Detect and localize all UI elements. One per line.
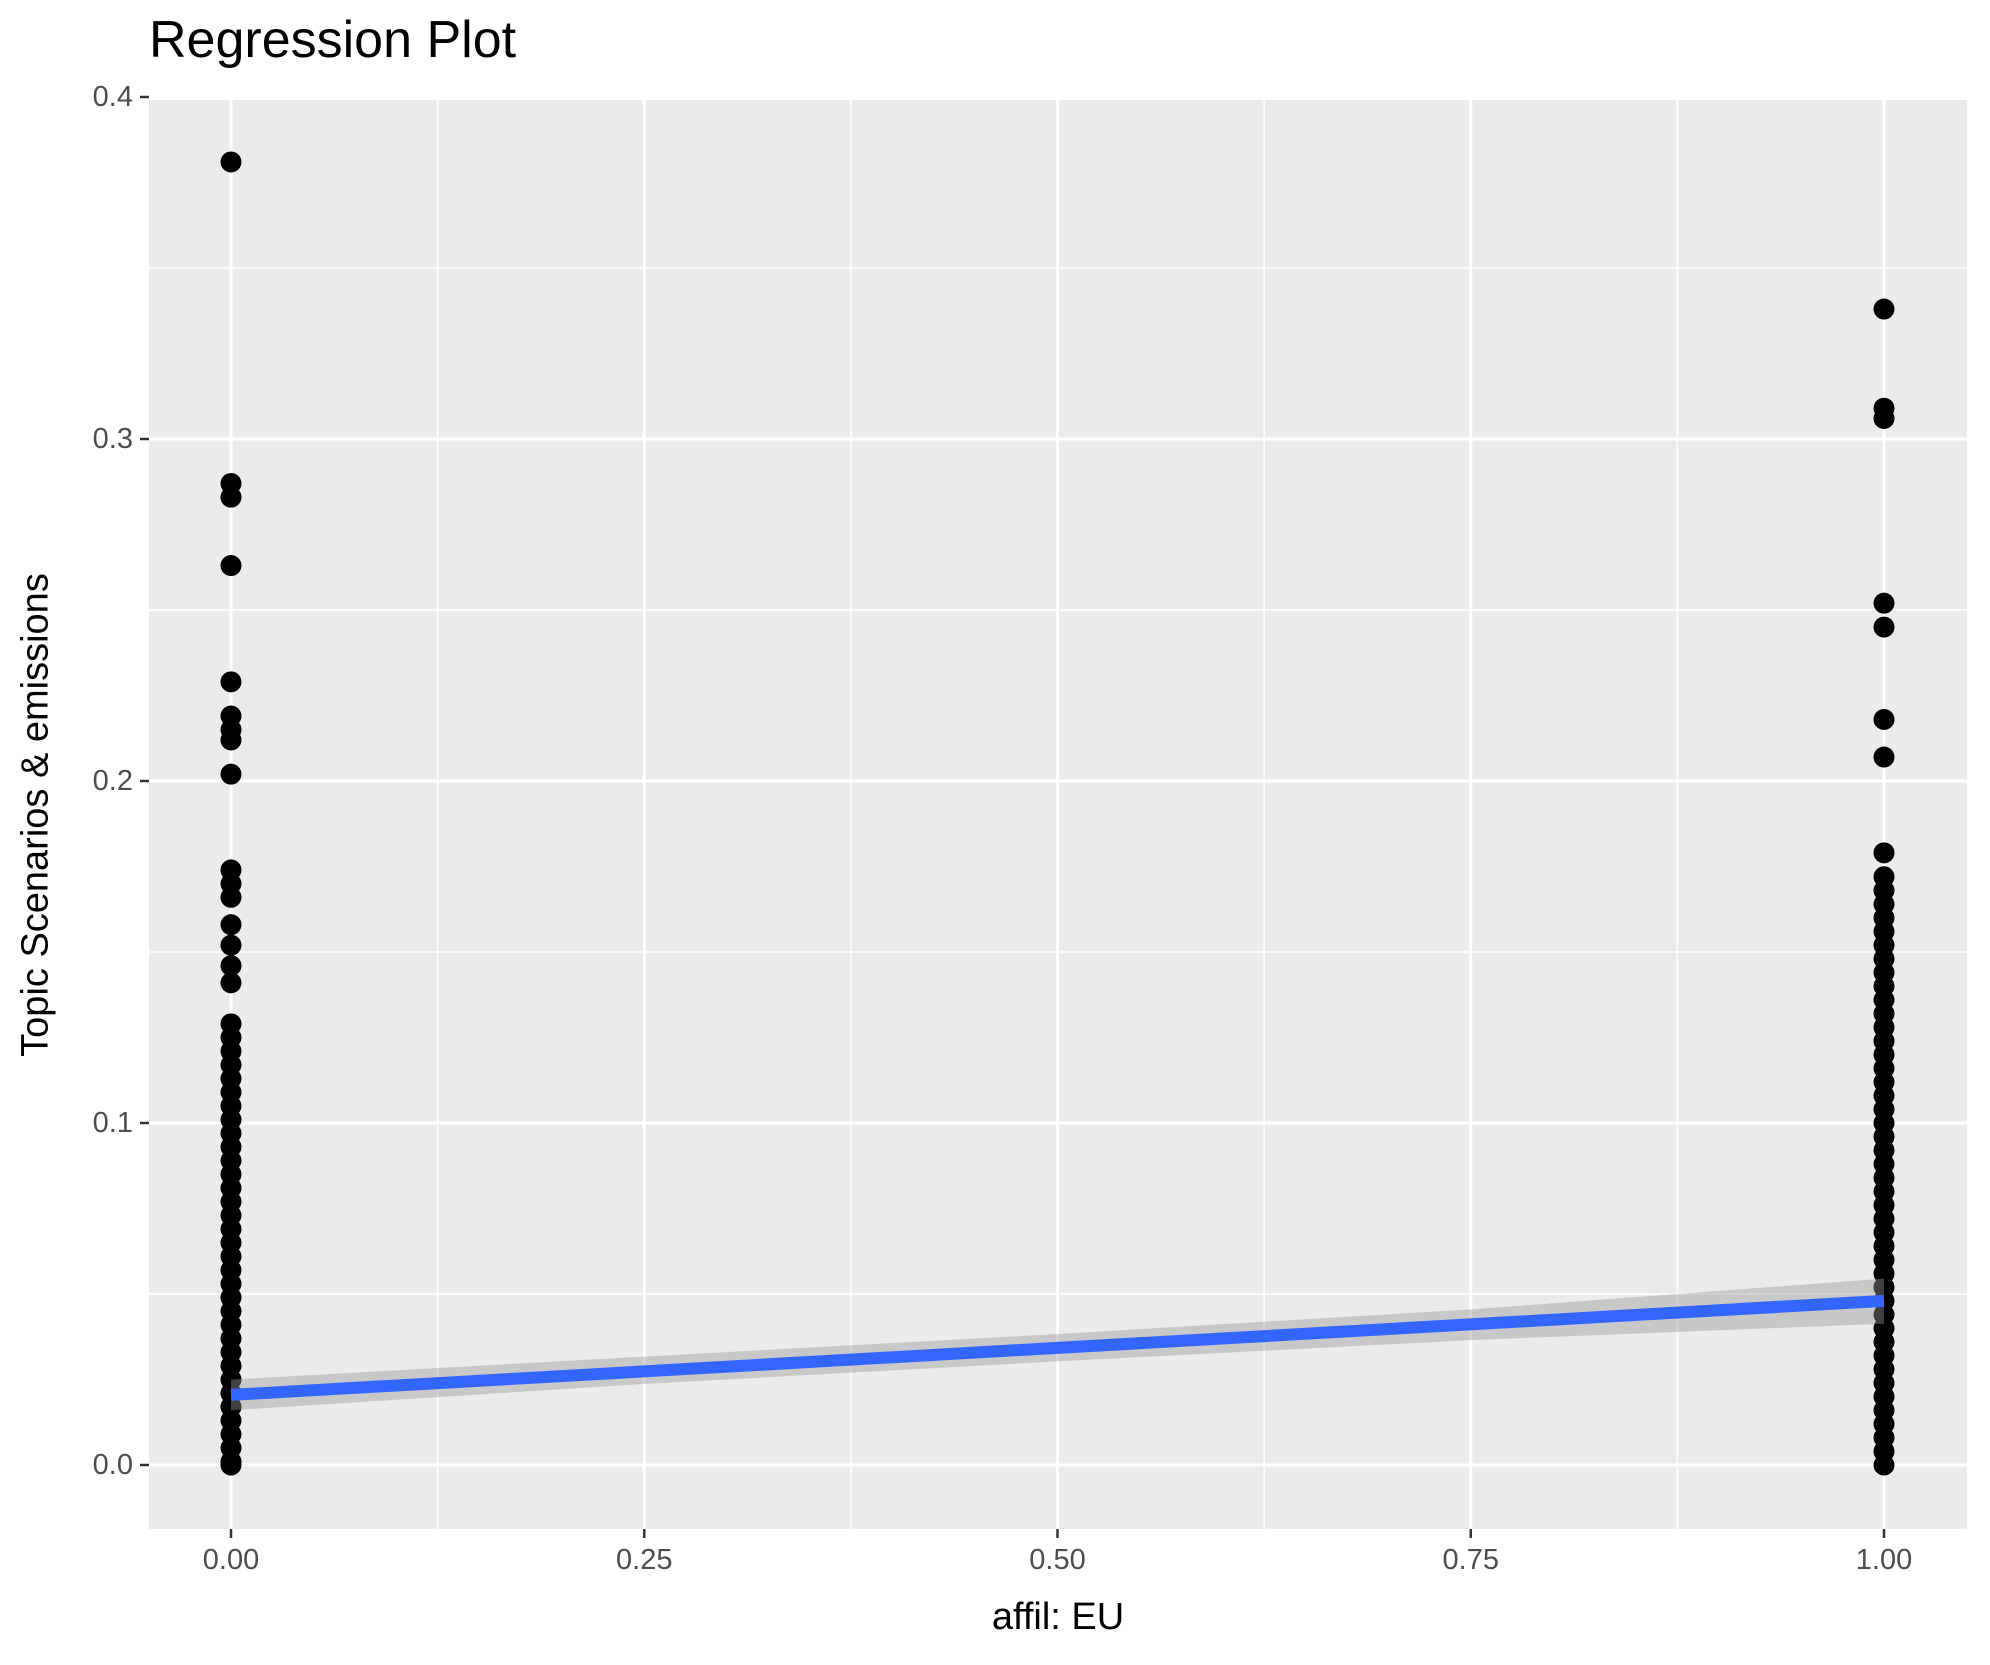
data-point [1873,746,1895,768]
data-point [1873,298,1895,320]
data-point [1873,592,1895,614]
x-tick-label: 0.25 [616,1544,672,1576]
data-point [220,763,242,785]
data-point [1873,407,1895,429]
data-point [1873,708,1895,730]
x-tick-label: 0.00 [203,1544,259,1576]
regression-line [230,1294,1885,1401]
x-axis-title: affil: EU [991,1596,1125,1638]
data-point [220,151,242,173]
data-point [220,671,242,693]
data-point [220,486,242,508]
data-point [220,972,242,994]
data-point [220,886,242,908]
y-tick-label: 0.2 [93,765,133,797]
x-tick-label: 0.50 [1029,1544,1085,1576]
y-axis-title: Topic Scenarios & emissions [14,573,57,1057]
x-tick-label: 0.75 [1443,1544,1499,1576]
plot-title: Regression Plot [149,11,517,69]
y-tick-label: 0.3 [93,423,133,455]
data-point [220,955,242,977]
data-point [1873,616,1895,638]
y-tick-label: 0.0 [93,1449,133,1481]
y-tick-label: 0.1 [93,1107,133,1139]
y-tick-label: 0.4 [93,81,133,113]
data-point [220,934,242,956]
data-point [220,555,242,577]
data-point [1873,1454,1895,1476]
data-point [220,914,242,936]
data-point [220,1454,242,1476]
x-tick-label: 1.00 [1856,1544,1912,1576]
data-point [220,729,242,751]
data-point [1873,842,1895,864]
